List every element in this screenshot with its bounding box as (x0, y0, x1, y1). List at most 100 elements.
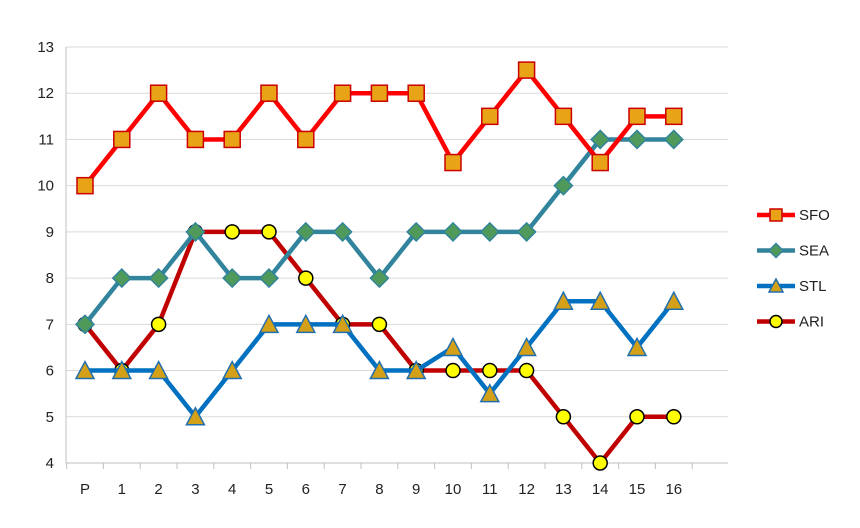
data-point-stl (663, 290, 685, 310)
legend-entry-sfo: SFO (757, 207, 830, 224)
y-tick-label: 7 (46, 316, 54, 333)
data-point-ari (629, 409, 645, 425)
data-point-sfo (591, 153, 609, 172)
data-point-sfo (628, 107, 646, 126)
data-point-sfo (370, 84, 389, 102)
data-point-sea (148, 268, 169, 289)
data-point-sfo (444, 153, 462, 172)
data-point-ari (445, 362, 461, 379)
legend: SFO SEA STL ARI (757, 207, 830, 331)
data-point-sea (406, 221, 427, 242)
data-point-ari (298, 270, 314, 286)
x-tick-label: 14 (592, 481, 609, 498)
data-point-sea (185, 221, 206, 242)
data-point-sfo (76, 176, 94, 195)
y-tick-label: 6 (46, 363, 54, 380)
data-point-sea (479, 221, 500, 242)
x-tick-label: 3 (191, 481, 199, 498)
series-ari (77, 224, 682, 471)
data-point-sfo (407, 84, 425, 102)
x-tick-label: 8 (375, 481, 383, 498)
legend-marker-sfo (769, 208, 783, 222)
y-tick-label: 11 (38, 131, 54, 148)
data-point-ari (555, 409, 572, 425)
data-point-ari (224, 224, 240, 240)
data-point-sea (111, 268, 132, 289)
data-point-sea (663, 129, 684, 150)
x-tick-label: 4 (228, 481, 236, 498)
x-tick-label: 10 (445, 481, 462, 498)
legend-marker-sea (767, 242, 785, 259)
y-tick-label: 9 (46, 224, 54, 241)
data-point-stl (74, 359, 96, 380)
legend-label-ari: ARI (799, 314, 824, 331)
data-point-stl (553, 290, 574, 310)
data-point-sea (590, 129, 611, 150)
data-point-sfo (113, 130, 131, 149)
data-point-sea (295, 221, 316, 242)
data-point-sea (626, 129, 648, 150)
series-sea (74, 129, 684, 335)
data-point-stl (626, 336, 648, 357)
legend-entry-sea: SEA (757, 242, 829, 260)
data-point-stl (442, 336, 464, 357)
legend-marker-stl (767, 277, 785, 293)
legend-label-sea: SEA (799, 243, 829, 260)
data-point-sea (369, 268, 390, 289)
y-axis: 4 5 6 7 8 9 10 11 12 13 (37, 39, 67, 472)
x-tick-label: 12 (518, 481, 535, 498)
x-tick-label: 1 (118, 481, 126, 498)
legend-label-stl: STL (799, 278, 827, 295)
data-point-ari (666, 409, 682, 425)
x-tick-label: 7 (338, 481, 346, 498)
data-point-stl (589, 290, 611, 310)
data-point-stl (369, 359, 390, 380)
data-point-stl (516, 336, 537, 357)
x-tick-label: 5 (265, 481, 273, 498)
x-tick-label: 2 (154, 481, 162, 498)
data-point-sea (442, 221, 464, 242)
data-point-ari (371, 316, 388, 333)
data-point-ari (592, 455, 608, 471)
series-sfo (76, 61, 683, 195)
y-tick-label: 8 (46, 270, 54, 287)
data-point-ari (150, 316, 167, 333)
data-point-sea (222, 268, 243, 289)
data-point-sfo (554, 107, 573, 126)
legend-label-sfo: SFO (799, 207, 830, 224)
data-point-sea (516, 221, 537, 242)
data-point-stl (479, 383, 501, 403)
x-tick-label: 15 (629, 481, 646, 498)
x-tick-label: 6 (302, 481, 310, 498)
x-tick-label: 11 (482, 481, 498, 498)
legend-entry-ari: ARI (757, 314, 824, 331)
series-line-ari (82, 229, 677, 466)
data-point-ari (482, 362, 498, 379)
data-point-sfo (223, 130, 241, 149)
y-tick-label: 4 (46, 455, 54, 472)
data-point-sfo (665, 107, 683, 126)
data-point-sfo (297, 130, 315, 149)
x-tick-label: 16 (665, 481, 682, 498)
data-point-stl (405, 359, 427, 380)
data-point-sfo (481, 107, 499, 126)
series-group (74, 61, 685, 471)
series-stl (74, 290, 685, 426)
x-tick-label: P (80, 481, 90, 498)
y-tick-label: 5 (46, 409, 54, 426)
data-point-sea (258, 268, 280, 289)
data-point-sfo (186, 130, 205, 149)
data-point-sfo (149, 84, 168, 102)
data-point-ari (261, 224, 277, 240)
x-tick-label: 13 (555, 481, 572, 498)
data-point-stl (332, 313, 353, 334)
data-point-sea (74, 314, 96, 335)
y-tick-label: 12 (37, 85, 54, 102)
data-point-sfo (333, 84, 352, 102)
data-point-sea (332, 221, 353, 242)
data-point-ari (518, 362, 535, 379)
data-point-stl (295, 313, 317, 334)
data-point-stl (258, 313, 280, 334)
data-point-sfo (260, 84, 278, 102)
